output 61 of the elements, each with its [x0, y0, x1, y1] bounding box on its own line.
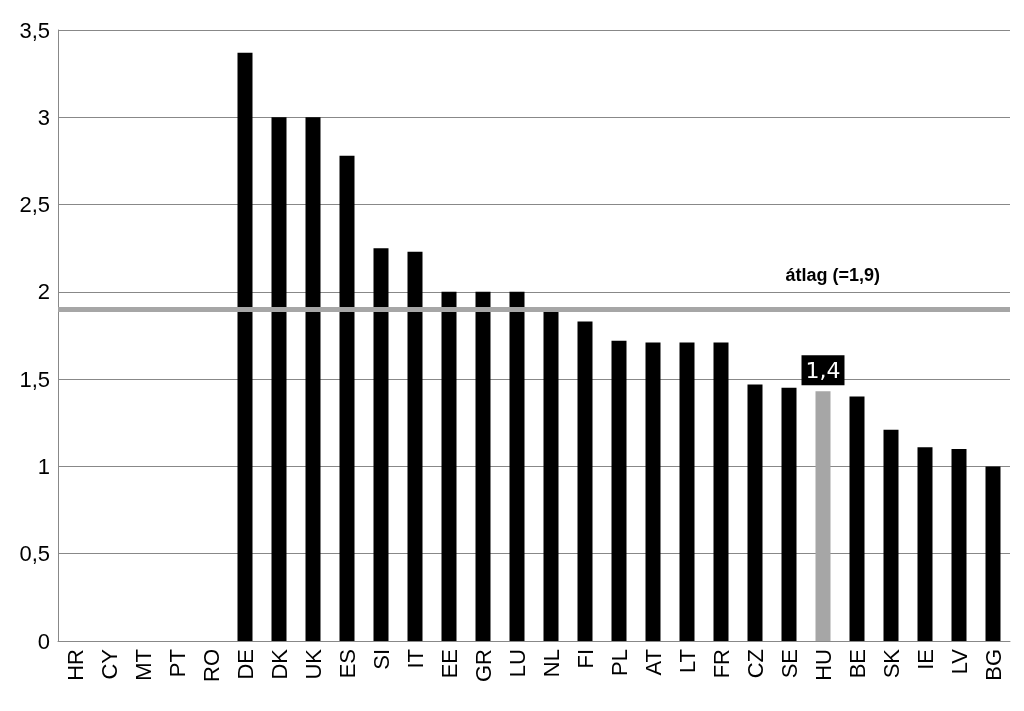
- bar: [951, 448, 967, 641]
- bar: [713, 342, 729, 641]
- y-tick-label: 2,5: [19, 192, 50, 218]
- x-tick-label: MT: [130, 649, 156, 681]
- x-tick-label: UK: [300, 648, 326, 680]
- bar: [339, 155, 355, 641]
- x-tick-label: SI: [368, 649, 394, 670]
- x-tick-label: PL: [606, 649, 632, 676]
- x-tick-label: ES: [334, 649, 360, 679]
- x-tick-label: RO: [198, 649, 224, 682]
- x-tick-label: NL: [538, 649, 564, 678]
- x-tick-label: EE: [436, 649, 462, 679]
- y-tick-label: 3: [37, 104, 50, 130]
- bar: [781, 387, 797, 641]
- x-tick-label: CY: [96, 648, 122, 680]
- x-tick-label: LV: [946, 648, 972, 675]
- x-tick-label: LU: [504, 649, 530, 678]
- ref-line-label: átlag (=1,9): [785, 265, 880, 286]
- x-tick-label: AT: [640, 649, 666, 676]
- bar: [849, 396, 865, 641]
- bar: [645, 342, 661, 641]
- x-tick-label: LT: [674, 649, 700, 674]
- bar: [611, 340, 627, 641]
- bar: [747, 384, 763, 641]
- x-tick-label: GR: [470, 649, 496, 682]
- data-label: 1,4: [805, 357, 841, 383]
- x-tick-label: SE: [776, 649, 802, 679]
- y-tick-label: 0: [37, 628, 50, 654]
- bar: [543, 309, 559, 641]
- x-tick-label: BG: [980, 649, 1006, 681]
- x-tick-label: PT: [164, 649, 190, 678]
- bar: [407, 251, 423, 641]
- bar: [305, 117, 321, 641]
- y-tick-label: 1,5: [19, 366, 50, 392]
- bar: [985, 466, 1001, 641]
- bar: [917, 447, 933, 641]
- y-tick-label: 2: [37, 279, 50, 305]
- x-tick-label: HR: [62, 649, 88, 681]
- x-tick-label: IE: [912, 649, 938, 670]
- bar: [883, 429, 899, 641]
- x-tick-label: FR: [708, 649, 734, 679]
- y-tick-label: 0,5: [19, 541, 50, 567]
- y-tick-label: 3,5: [19, 17, 50, 43]
- bar: [441, 291, 457, 641]
- x-tick-label: FI: [572, 649, 598, 669]
- bar: [237, 52, 253, 641]
- bar: [475, 291, 491, 641]
- bar: [815, 391, 831, 641]
- x-tick-label: CZ: [742, 649, 768, 679]
- bar: [271, 117, 287, 641]
- x-tick-label: SK: [878, 648, 904, 679]
- bar: [373, 248, 389, 641]
- x-tick-label: BE: [844, 649, 870, 679]
- x-tick-label: HU: [810, 649, 836, 681]
- bar: [509, 291, 525, 641]
- bar: [577, 321, 593, 641]
- x-tick-label: IT: [402, 649, 428, 669]
- x-tick-label: DE: [232, 649, 258, 680]
- x-tick-label: DK: [266, 648, 292, 680]
- y-tick-label: 1: [37, 453, 50, 479]
- bar: [679, 342, 695, 641]
